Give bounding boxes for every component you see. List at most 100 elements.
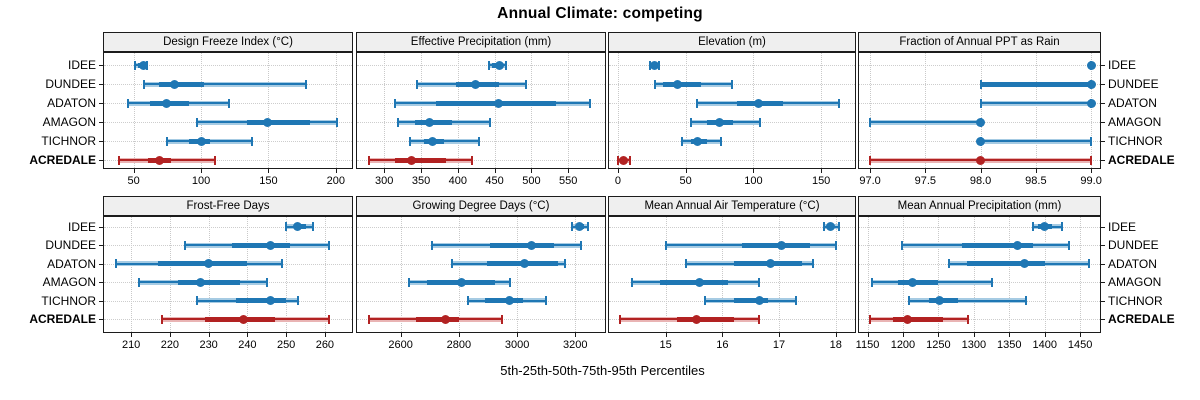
axis-tick-label: 230 bbox=[199, 339, 218, 351]
gridline-vertical bbox=[835, 217, 837, 332]
axis-tick bbox=[457, 169, 459, 173]
whisker-cap-5th bbox=[184, 240, 187, 250]
axis-tick bbox=[980, 169, 982, 173]
panel-mean-annual-air-temperature-c bbox=[608, 216, 856, 333]
axis-tick bbox=[247, 333, 249, 337]
whisker-cap-95th bbox=[563, 259, 566, 268]
axis-tick bbox=[1035, 169, 1037, 173]
row-tick-right bbox=[1101, 263, 1105, 265]
median-dot bbox=[470, 79, 480, 89]
axis-tick bbox=[384, 169, 386, 173]
axis-tick-label: 240 bbox=[238, 339, 257, 351]
median-dot bbox=[427, 136, 437, 146]
median-dot bbox=[618, 155, 628, 165]
row-label-left-acredale: ACREDALE bbox=[29, 312, 96, 326]
gridline-vertical bbox=[1091, 53, 1093, 168]
panel-strip-effective-precipitation-mm: Effective Precipitation (mm) bbox=[356, 32, 606, 52]
axis-tick-label: 1200 bbox=[890, 339, 916, 351]
whisker-cap-5th bbox=[137, 277, 140, 287]
axis-tick-label: 1400 bbox=[1032, 339, 1057, 351]
axis-tick bbox=[1080, 333, 1082, 337]
whisker-cap-95th bbox=[795, 296, 798, 305]
row-label-right-idee: IDEE bbox=[1108, 219, 1137, 234]
median-dot bbox=[425, 117, 435, 127]
gridline-vertical bbox=[685, 53, 687, 168]
whisker-cap-5th bbox=[630, 277, 633, 287]
row-guide bbox=[609, 141, 855, 142]
axis-tick bbox=[753, 169, 755, 173]
row-tick-left bbox=[99, 65, 103, 66]
interquartile-bar-25-75 bbox=[893, 316, 943, 322]
gridline-vertical bbox=[421, 53, 423, 168]
row-guide bbox=[104, 160, 352, 161]
whisker-cap-95th bbox=[586, 222, 589, 231]
axis-tick-label: 200 bbox=[326, 175, 345, 187]
median-dot bbox=[692, 314, 702, 324]
panel-fraction-of-annual-ppt-as-rain bbox=[858, 52, 1101, 169]
axis-tick-label: 210 bbox=[121, 339, 141, 351]
gridline-vertical bbox=[133, 53, 135, 168]
row-guide bbox=[859, 65, 1100, 66]
axis-tick-label: 150 bbox=[811, 175, 831, 187]
whisker-cap-95th bbox=[759, 117, 762, 127]
whisker-cap-5th bbox=[397, 117, 400, 127]
axis-tick bbox=[835, 333, 837, 337]
gridline-vertical bbox=[821, 53, 823, 168]
interquartile-bar-25-75 bbox=[897, 279, 938, 285]
whisker-cap-95th bbox=[579, 240, 582, 250]
whisker-cap-5th bbox=[367, 155, 370, 165]
axis-tick bbox=[131, 333, 133, 337]
axis-tick bbox=[458, 333, 460, 337]
gridline-vertical bbox=[980, 53, 982, 168]
whisker-cap-95th bbox=[1025, 296, 1028, 305]
median-dot bbox=[239, 314, 248, 324]
panel-effective-precipitation-mm bbox=[356, 52, 606, 169]
whisker-cap-95th bbox=[296, 296, 299, 305]
axis-tick bbox=[925, 169, 927, 173]
whisker-cap-5th bbox=[907, 296, 910, 305]
whisker-cap-95th bbox=[1087, 259, 1090, 268]
row-tick-right bbox=[1101, 282, 1105, 283]
whisker-cap-5th bbox=[196, 117, 198, 127]
whisker-cap-5th bbox=[466, 296, 469, 305]
whisker-cap-95th bbox=[228, 98, 231, 108]
row-label-left-acredale: ACREDALE bbox=[29, 153, 96, 167]
whisker-cap-95th bbox=[838, 222, 841, 231]
axis-tick bbox=[1091, 169, 1093, 173]
row-tick-left bbox=[99, 282, 103, 283]
median-dot bbox=[266, 296, 276, 305]
row-tick-right bbox=[1101, 141, 1105, 142]
axis-tick-label: 350 bbox=[411, 175, 431, 187]
interquartile-bar-25-75 bbox=[231, 242, 290, 248]
row-guide bbox=[357, 160, 605, 161]
axis-tick-label: 50 bbox=[679, 175, 692, 187]
whisker-cap-5th bbox=[394, 98, 397, 108]
whisker-cap-95th bbox=[327, 240, 330, 250]
whisker-cap-95th bbox=[544, 296, 547, 305]
whisker-cap-5th bbox=[408, 136, 411, 146]
axis-tick-label: 3200 bbox=[563, 339, 588, 351]
interquartile-bar-25-75 bbox=[394, 157, 447, 163]
whisker-cap-5th bbox=[196, 296, 198, 305]
axis-tick-label: 97.0 bbox=[859, 175, 881, 187]
gridline-vertical bbox=[169, 217, 171, 332]
gridline-vertical bbox=[517, 217, 519, 332]
median-dot bbox=[169, 79, 179, 89]
whisker-cap-5th bbox=[680, 136, 683, 146]
axis-tick bbox=[870, 169, 872, 173]
interquartile-bar-25-75 bbox=[177, 279, 240, 285]
whisker-cap-95th bbox=[265, 277, 268, 287]
gridline-vertical bbox=[938, 217, 940, 332]
gridline-vertical bbox=[531, 53, 533, 168]
whisker-cap-5th bbox=[868, 314, 871, 324]
row-tick-right bbox=[1101, 103, 1105, 104]
whisker-cap-5th bbox=[166, 136, 169, 146]
row-guide bbox=[357, 226, 605, 228]
axis-tick bbox=[169, 333, 171, 337]
axis-tick bbox=[902, 333, 904, 337]
interquartile-bar-25-75 bbox=[159, 81, 204, 87]
whisker-cap-5th bbox=[127, 98, 130, 108]
interquartile-bar-25-75 bbox=[158, 261, 248, 266]
median-dot bbox=[934, 296, 944, 305]
row-tick-left bbox=[99, 103, 103, 104]
